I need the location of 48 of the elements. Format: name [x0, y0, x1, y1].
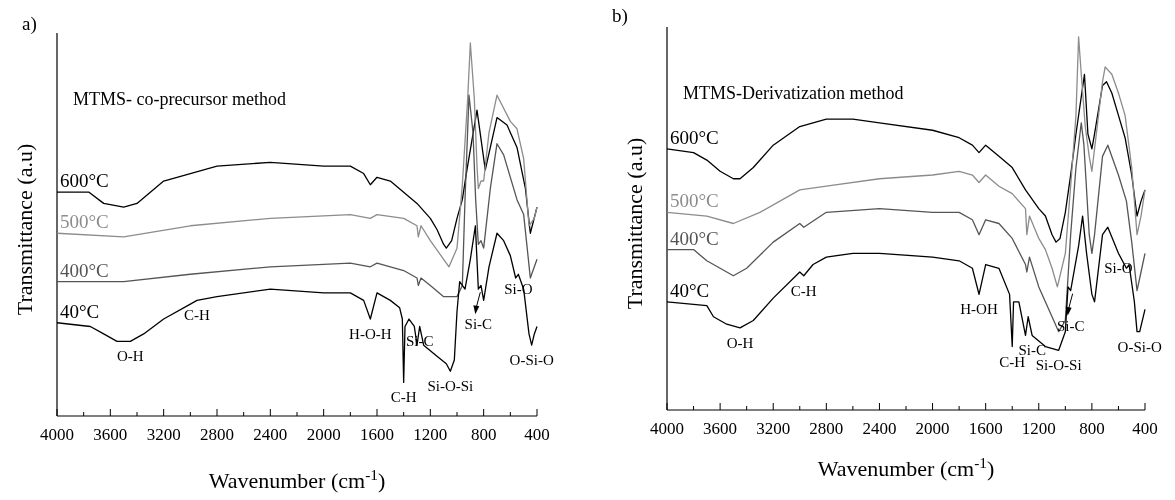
x-tick-label: 3600	[703, 419, 738, 438]
x-tick-label: 800	[470, 425, 497, 444]
y-axis-title: Transmittance (a.u)	[12, 143, 37, 316]
annotation: H-O-H	[349, 326, 392, 343]
chart-title: b)	[612, 5, 628, 27]
x-tick-label: 1200	[1021, 419, 1056, 438]
x-tick-label: 400	[524, 425, 550, 444]
x-tick-label: 1600	[360, 425, 394, 444]
annotation: Si-O-Si	[427, 378, 474, 395]
series-label: 600°C	[670, 126, 719, 148]
x-tick-label: 2800	[200, 425, 234, 444]
x-tick-label: 1600	[968, 419, 1003, 438]
annotation: C-H	[184, 307, 211, 324]
annotation: C-H	[390, 389, 417, 406]
y-axis-title: Transmittance (a.u)	[622, 137, 647, 310]
chart-title: a)	[22, 13, 37, 35]
x-tick-label: 4000	[40, 425, 74, 444]
series-label: 40°C	[60, 300, 100, 322]
series-label: 400°C	[670, 227, 719, 249]
x-axis-title: Wavenumber (cm$^{-1}$)	[817, 453, 995, 481]
x-tick-label: 3200	[146, 425, 181, 444]
x-tick-label: 2400	[862, 419, 897, 438]
annotation: C-H	[790, 282, 817, 299]
x-tick-label: 2000	[306, 425, 341, 444]
series-label: 500°C	[670, 190, 719, 212]
annotation: Si-O-Si	[1035, 357, 1082, 374]
series-label: 400°C	[60, 259, 109, 281]
annotation: O-Si-O	[509, 352, 554, 369]
series-label: 500°C	[60, 211, 109, 233]
annotation: H-OH	[960, 301, 998, 318]
annotation: O-H	[726, 334, 754, 351]
annotation: O-H	[117, 348, 144, 365]
x-tick-label: 800	[1079, 419, 1105, 438]
text: MTMS- co-precursor method	[73, 89, 286, 109]
annotation: O-Si-O	[1117, 338, 1162, 355]
x-tick-label: 400	[1132, 419, 1158, 438]
x-tick-label: 1200	[413, 425, 448, 444]
text: MTMS-Derivatization method	[683, 83, 904, 103]
series-label: 40°C	[670, 279, 710, 301]
x-axis-title: Wavenumber (cm$^{-1}$)	[208, 465, 386, 493]
x-tick-label: 4000	[650, 419, 684, 438]
annotation: Si-C	[464, 316, 493, 333]
x-tick-label: 3600	[93, 425, 128, 444]
x-tick-label: 3200	[756, 419, 791, 438]
x-tick-label: 2000	[915, 419, 950, 438]
x-tick-label: 2400	[253, 425, 288, 444]
series-label: 600°C	[60, 170, 109, 192]
x-tick-label: 2800	[809, 419, 844, 438]
